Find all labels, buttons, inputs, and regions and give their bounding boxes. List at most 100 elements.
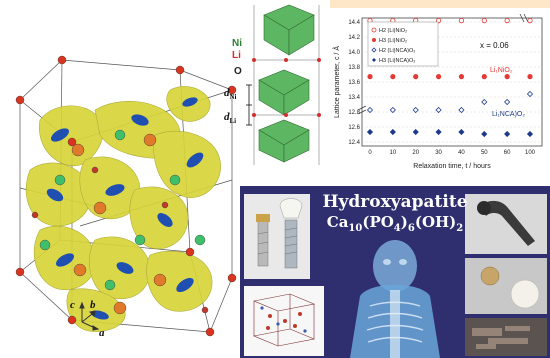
white-sphere	[510, 279, 540, 309]
data-point	[526, 130, 534, 138]
x-tick-label: 0	[368, 150, 372, 156]
dental-implant-illustration	[256, 198, 303, 269]
data-point	[504, 17, 510, 24]
axes-indicator	[79, 301, 100, 331]
spacing-markers	[246, 84, 252, 126]
label-ni: Ni	[232, 38, 242, 49]
axis-c-label: c	[70, 299, 75, 311]
formula-oh: (OH)	[414, 213, 457, 231]
human-skeleton-figure	[350, 240, 440, 358]
x-tick-label: 40	[458, 150, 465, 156]
label-li: Li	[232, 50, 241, 61]
legend-1: H2 (Li)NiO₂	[379, 28, 407, 34]
x-tick-label: 20	[412, 150, 419, 156]
formula-po-sub2: 6	[407, 223, 415, 234]
data-point	[481, 74, 487, 80]
data-point	[412, 106, 419, 114]
label-d-li-main: d	[224, 111, 230, 123]
y-tick-label: 13.6	[348, 80, 360, 86]
crystal-structure-image: c b a	[15, 55, 237, 339]
y-tick-label: 14.2	[348, 35, 360, 41]
label-d-ni: dNi	[224, 87, 237, 101]
data-point	[458, 106, 465, 114]
label-linio2: Li₁NiO₂	[490, 67, 513, 74]
x-tick-label: 30	[435, 150, 442, 156]
hydroxyapatite-artwork	[244, 194, 547, 358]
layered-structure-diagram: Ni Li O dNi dLi	[224, 4, 321, 165]
plot-ylabel: Lattice parameter, c / Å	[332, 46, 341, 118]
plot-annotation: x = 0.06	[480, 41, 509, 50]
label-lincao2: Li₁NCA)O₂	[492, 111, 525, 118]
data-point	[389, 106, 396, 114]
legend-2: H3 (Li)NiO₂	[379, 38, 407, 44]
plot-top-strip	[330, 0, 550, 8]
hydroxyapatite-formula: Ca10(PO4)6(OH)2	[240, 213, 550, 234]
beige-sphere	[480, 266, 500, 286]
data-point	[435, 128, 442, 136]
x-tick-label: 60	[504, 150, 511, 156]
blue-lobes	[46, 97, 204, 320]
x-tick-label: 10	[390, 150, 397, 156]
data-point	[412, 128, 419, 136]
green-octahedra	[258, 4, 315, 163]
y-tick-label: 12.4	[348, 140, 360, 146]
data-points	[366, 17, 534, 138]
legend: H2 (Li)NiO₂ H3 (Li)NiO₂ H2 (Li)NCA)O₂ H3…	[367, 21, 439, 67]
formula-po-sub: 4	[393, 223, 401, 234]
plot-xlabel: Relaxation time, t / hours	[413, 163, 491, 170]
data-point	[435, 74, 442, 80]
data-point	[458, 74, 465, 80]
y-tick-label: 13.4	[348, 95, 360, 101]
axis-b-label: b	[90, 299, 96, 311]
data-point	[390, 74, 396, 80]
hap-lattice-atoms	[266, 312, 302, 330]
legend-3: H2 (Li)NCA)O₂	[379, 48, 415, 54]
hydroxyapatite-panel: Hydroxyapatite Ca10(PO4)6(OH)2	[240, 186, 550, 358]
x-tick-label: 50	[481, 150, 488, 156]
isosurface	[25, 86, 221, 332]
data-point	[527, 17, 533, 24]
data-point	[413, 74, 419, 80]
data-point	[435, 106, 442, 114]
formula-po: (PO	[362, 213, 394, 231]
data-point	[366, 128, 374, 136]
legend-4: H3 (Li)NCA)O₂	[379, 58, 415, 64]
data-point	[526, 90, 534, 98]
y-tick-label: 14.0	[348, 50, 360, 56]
y-tick-label: 13.8	[348, 65, 360, 71]
formula-po-close: )	[400, 213, 408, 231]
x-tick-labels: 0 10 20 30 40 50 60 100	[368, 150, 535, 156]
formula-ca: Ca	[326, 213, 349, 231]
data-point	[504, 98, 511, 106]
axis-break-marks	[357, 13, 529, 115]
y-tick-label: 12.6	[348, 125, 360, 131]
data-point	[367, 74, 373, 80]
hydroxyapatite-title: Hydroxyapatite	[322, 192, 468, 212]
hap-lattice-diagram	[252, 293, 316, 347]
data-point	[527, 74, 533, 80]
data-point	[504, 130, 511, 138]
data-point	[504, 74, 510, 80]
scaffold-texture	[472, 326, 530, 349]
data-point	[458, 17, 465, 24]
data-point	[435, 17, 442, 24]
data-point	[366, 106, 374, 114]
axis-a-label: a	[99, 327, 105, 339]
lattice-parameter-plot: 14.4 14.2 14.0 13.8 13.6 13.4 12.8 12.6 12.4 0 10…	[330, 0, 550, 170]
data-point	[389, 128, 396, 136]
label-o: O	[234, 66, 242, 77]
atoms	[15, 55, 237, 337]
label-d-li-sub: Li	[230, 117, 237, 125]
label-d-li: dLi	[224, 111, 236, 125]
data-point	[481, 130, 488, 138]
x-tick-label: 100	[525, 150, 536, 156]
data-point	[481, 98, 488, 106]
y-tick-label: 12.8	[348, 110, 360, 116]
hip-implant-illustration	[477, 200, 535, 246]
formula-oh-sub: 2	[456, 223, 464, 234]
label-d-ni-sub: Ni	[230, 93, 237, 101]
label-d-ni-main: d	[224, 87, 230, 99]
scaffold-photo-bg	[465, 318, 547, 356]
data-point	[458, 128, 465, 136]
formula-ca-sub: 10	[348, 223, 363, 234]
